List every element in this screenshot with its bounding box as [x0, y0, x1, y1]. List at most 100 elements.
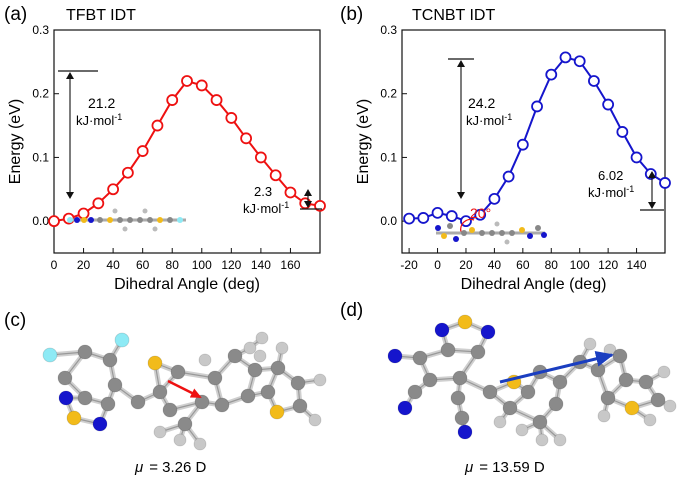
atom-carbon-d	[407, 384, 423, 400]
data-point-a	[225, 112, 238, 124]
panel-b: (b) TCNBT IDT -20 0 20 40 60 80 100 120 140 0.0 0.…	[340, 4, 671, 293]
panel-b-letter: (b)	[340, 4, 363, 25]
panel-a-letter: (a)	[4, 4, 27, 25]
atom-carbon-c	[77, 390, 93, 406]
x-tick-label-b: 80	[545, 258, 559, 272]
atom-carbon-c	[240, 388, 256, 404]
data-point-a	[92, 197, 105, 210]
atom-carbon-c	[57, 370, 73, 386]
barrier1-unit-b: kJ·mol-1	[466, 112, 512, 128]
atom-carbon-c	[260, 384, 276, 400]
data-point-a	[136, 145, 149, 157]
atom-carbon-d	[590, 362, 606, 378]
atom-carbon-c	[292, 398, 308, 414]
atom-carbon-c	[177, 416, 193, 432]
plot-frame-a	[53, 29, 321, 254]
atom-hydrogen-c	[173, 433, 187, 447]
atom-carbon-d	[618, 372, 634, 388]
atom-fluorine-c	[114, 332, 130, 348]
series-line-b	[409, 56, 666, 223]
panel-c: (c) μ = 3.26 D	[4, 310, 327, 476]
atom-carbon-c	[100, 396, 116, 412]
x-tick-label-b: 20	[459, 258, 473, 272]
twist-angle-label: 20°	[470, 205, 491, 221]
panel-b-title: TCNBT IDT	[412, 7, 495, 24]
data-point-b	[502, 170, 515, 183]
data-point-a	[48, 215, 60, 228]
atom-carbon-c	[227, 348, 243, 364]
atom-nitrogen-c	[92, 416, 108, 432]
atom-nitrogen-d	[387, 348, 403, 364]
data-point-a	[77, 207, 90, 220]
atom-carbon-c	[270, 360, 286, 376]
atom-carbon-c	[290, 375, 306, 391]
atom-carbon-d	[422, 372, 438, 388]
atom-carbon-d	[650, 392, 666, 408]
data-point-b	[488, 192, 501, 205]
x-tick-label-a: 100	[192, 258, 212, 272]
atom-hydrogen-c	[313, 373, 327, 387]
y-tick-label-a: 0.3	[32, 23, 49, 37]
atom-fluorine-c	[42, 347, 58, 363]
data-point-b	[431, 206, 444, 219]
atom-nitrogen-d	[434, 322, 450, 338]
x-tick-label-a: 0	[51, 258, 58, 272]
atom-hydrogen-d	[643, 413, 657, 427]
atom-carbon-c	[207, 370, 223, 386]
data-point-a	[210, 94, 223, 106]
atom-hydrogen-d	[553, 433, 567, 447]
barrier2-value-b: 6.02	[598, 168, 623, 183]
data-point-a	[240, 132, 253, 145]
panel-a-title: TFBT IDT	[66, 7, 136, 24]
barrier1-value-b: 24.2	[468, 95, 495, 111]
atom-hydrogen-d	[583, 337, 597, 351]
plot-a: 0 20 40 60 80 100 120 140 160 0.0 0.1 0.2 0.3 Dihedra…	[7, 23, 326, 293]
atom-hydrogen-c	[275, 341, 289, 355]
atom-carbon-c	[102, 352, 118, 368]
atom-hydrogen-d	[493, 415, 507, 429]
atom-carbon-d	[412, 350, 428, 366]
barrier2-unit-a: kJ·mol-1	[243, 200, 289, 216]
atom-hydrogen-c	[255, 331, 269, 345]
y-tick-label-a: 0.0	[32, 214, 49, 228]
atom-sulfur-d	[457, 314, 473, 330]
atom-hydrogen-c	[243, 341, 257, 355]
atom-nitrogen-d	[457, 424, 473, 440]
atom-carbon-d	[532, 414, 548, 430]
atom-carbon-d	[440, 342, 456, 358]
atom-hydrogen-c	[308, 413, 322, 427]
atom-carbon-d	[482, 384, 498, 400]
panel-c-letter: (c)	[4, 310, 26, 331]
atom-hydrogen-c	[193, 437, 207, 451]
x-tick-label-b: -20	[400, 258, 418, 272]
y-tick-label-b: 0.3	[380, 23, 397, 37]
atom-carbon-d	[552, 374, 568, 390]
atom-carbon-d	[612, 348, 628, 364]
atom-sulfur-d	[624, 400, 640, 416]
data-point-a	[195, 79, 208, 92]
data-point-b	[616, 126, 629, 138]
x-tick-label-a: 20	[77, 258, 91, 272]
atom-hydrogen-d	[597, 409, 611, 423]
atom-hydrogen-c	[153, 425, 167, 439]
x-axis-label-b: Dihedral Angle (deg)	[461, 276, 607, 293]
x-axis-label-a: Dihedral Angle (deg)	[114, 276, 260, 293]
atom-hydrogen-c	[253, 349, 267, 363]
panel-d-letter: (d)	[340, 300, 363, 321]
x-tick-label-b: 100	[570, 258, 590, 272]
x-tick-label-b: 40	[488, 258, 502, 272]
barrier2-unit-b: kJ·mol-1	[588, 184, 634, 200]
dipole-arrow-c	[167, 379, 202, 399]
x-tick-label-a: 120	[221, 258, 241, 272]
data-point-a	[314, 199, 326, 212]
data-point-a	[269, 169, 282, 182]
y-tick-label-b: 0.0	[380, 214, 397, 228]
data-point-b	[588, 75, 600, 87]
data-point-a	[299, 197, 312, 210]
data-point-a	[254, 151, 267, 164]
atom-carbon-d	[470, 344, 486, 360]
barrier1-value-a: 21.2	[88, 95, 115, 111]
atom-carbon-c	[130, 394, 146, 410]
data-point-b	[630, 151, 643, 164]
